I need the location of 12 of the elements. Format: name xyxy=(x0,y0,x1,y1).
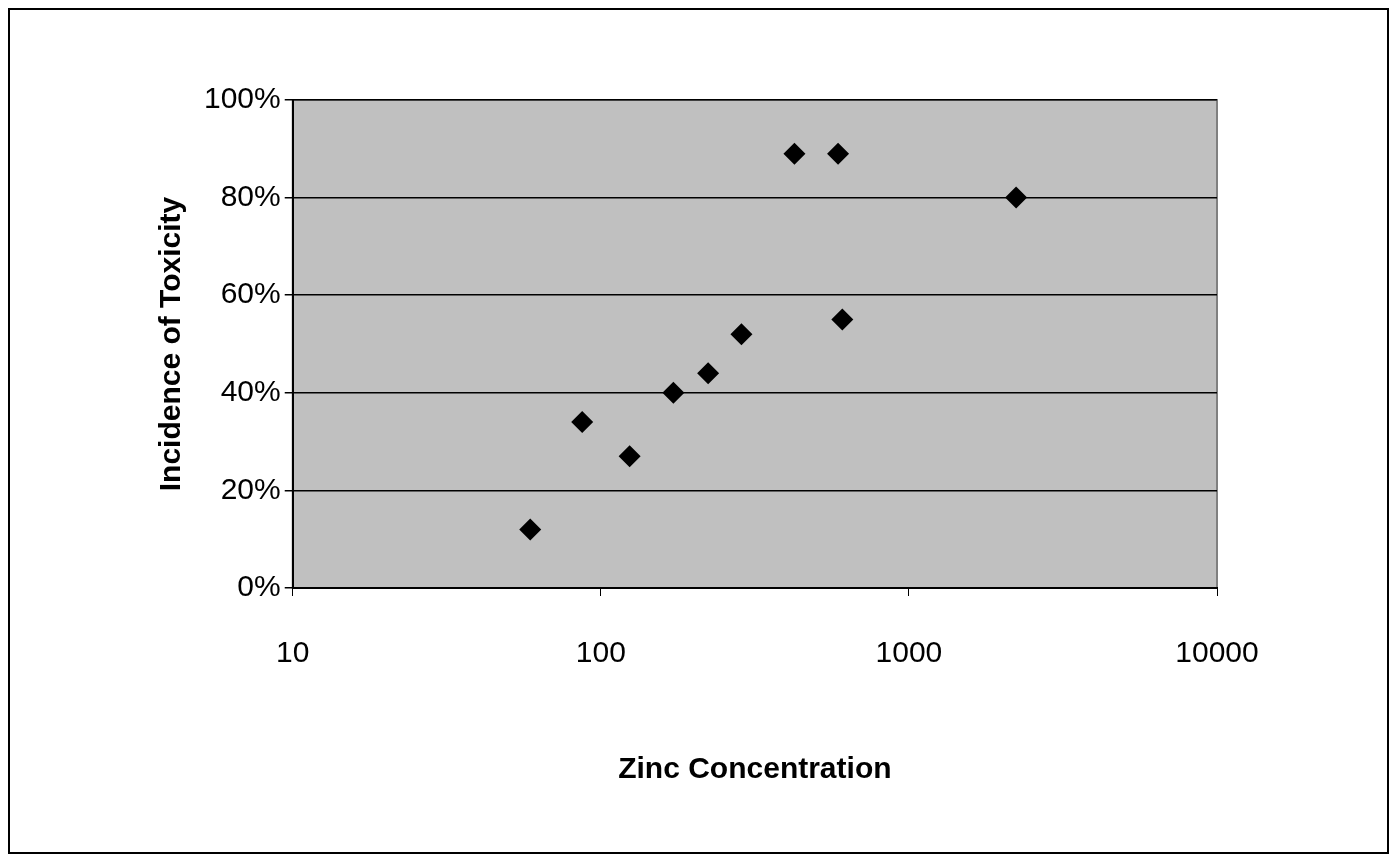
y-tick-label: 20% xyxy=(220,471,281,505)
x-tick-label: 1000 xyxy=(875,635,943,669)
x-axis-title: Zinc Concentration xyxy=(618,751,892,785)
y-tick-label: 40% xyxy=(220,374,281,408)
y-axis-title: Incidence of Toxicity xyxy=(153,196,187,492)
y-tick-label: 80% xyxy=(220,178,281,212)
y-tick-label: 0% xyxy=(237,569,281,603)
y-tick-label: 60% xyxy=(220,276,281,310)
y-tick-label: 100% xyxy=(203,81,281,115)
x-tick-label: 10000 xyxy=(1175,635,1259,669)
x-tick-label: 10 xyxy=(276,635,310,669)
x-tick-label: 100 xyxy=(575,635,626,669)
